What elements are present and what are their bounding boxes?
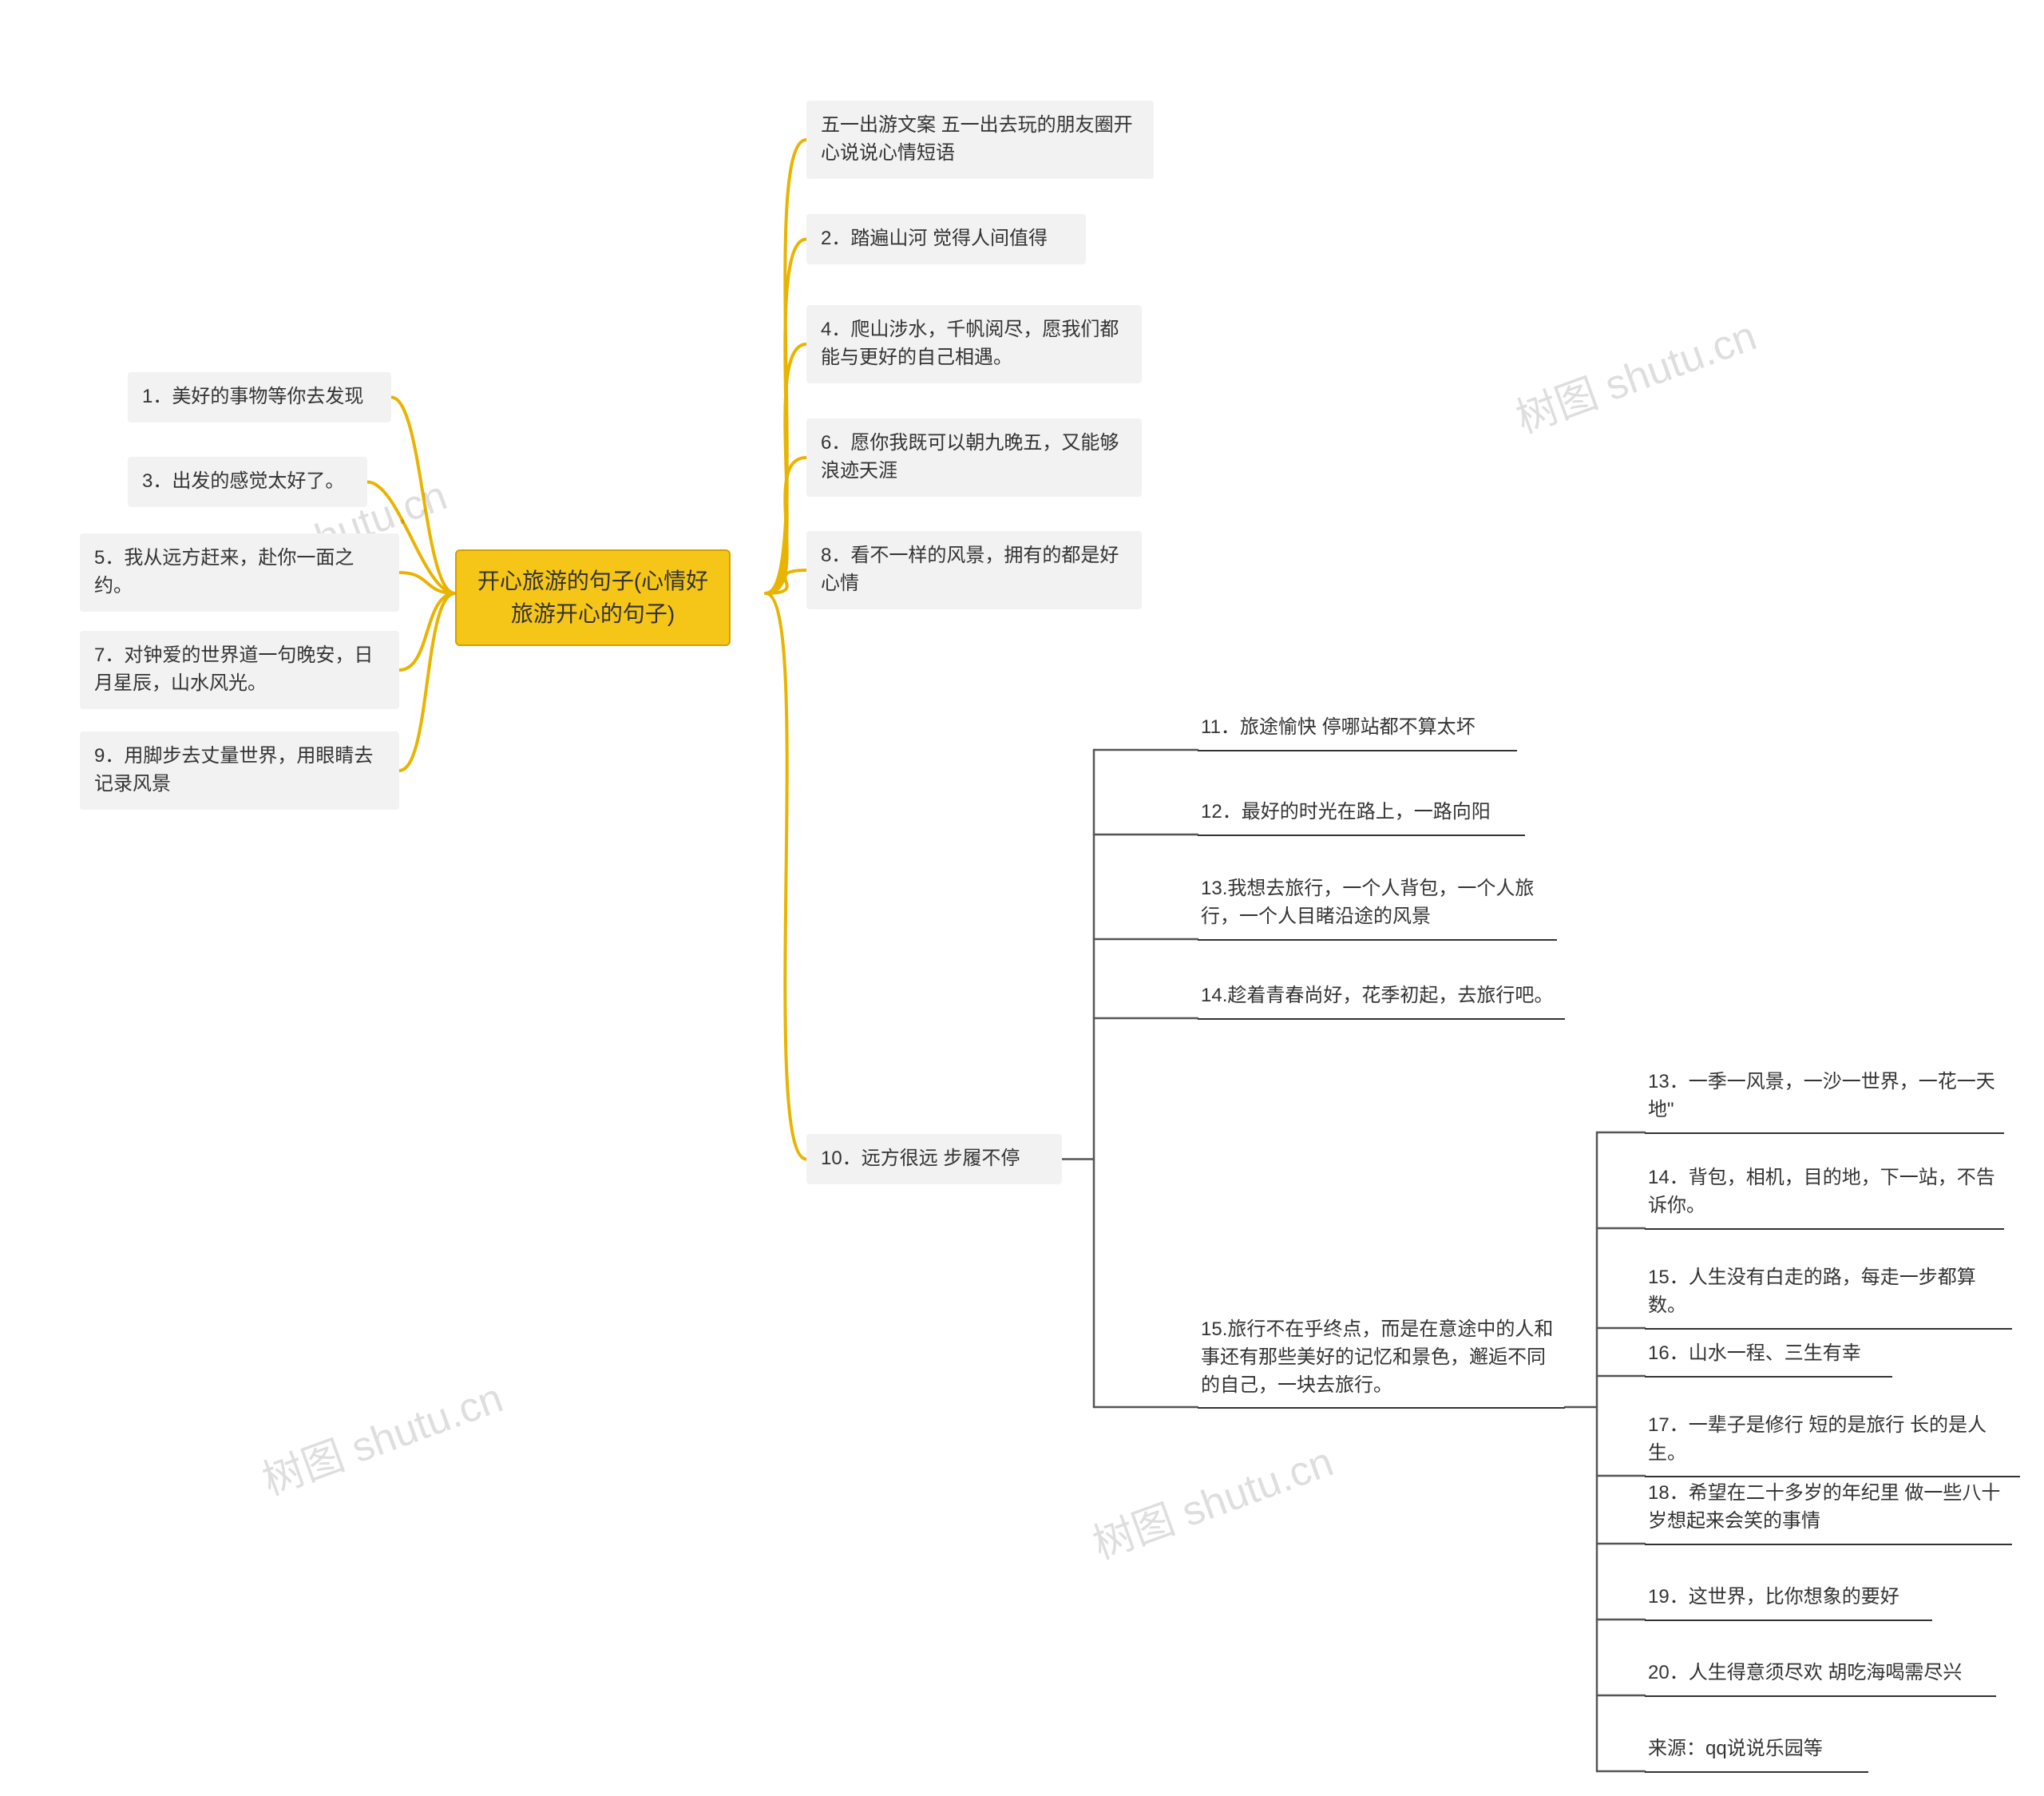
right-node[interactable]: 五一出游文案 五一出去玩的朋友圈开心说说心情短语 xyxy=(806,101,1154,179)
center-node[interactable]: 开心旅游的句子(心情好旅游开心的句子) xyxy=(455,549,731,646)
sub-node[interactable]: 12．最好的时光在路上，一路向阳 xyxy=(1198,792,1525,836)
watermark: 树图 shutu.cn xyxy=(1507,302,1764,444)
right-node[interactable]: 4．爬山涉水，千帆阅尽，愿我们都能与更好的自己相遇。 xyxy=(806,305,1142,383)
sub-node[interactable]: 15.旅行不在乎终点，而是在意途中的人和事还有那些美好的记忆和景色，邂逅不同的自… xyxy=(1198,1310,1565,1409)
leaf-node[interactable]: 18．希望在二十多岁的年纪里 做一些八十岁想起来会笑的事情 xyxy=(1645,1473,2012,1545)
right-node[interactable]: 8．看不一样的风景，拥有的都是好心情 xyxy=(806,531,1142,609)
left-node[interactable]: 7．对钟爱的世界道一句晚安，日月星辰，山水风光。 xyxy=(80,631,399,709)
leaf-node[interactable]: 15．人生没有白走的路，每走一步都算数。 xyxy=(1645,1258,2012,1330)
watermark: 树图 shutu.cn xyxy=(253,1364,510,1506)
leaf-node[interactable]: 16．山水一程、三生有幸 xyxy=(1645,1334,1892,1378)
sub-node[interactable]: 13.我想去旅行，一个人背包，一个人旅行，一个人目睹沿途的风景 xyxy=(1198,869,1557,941)
sub-node[interactable]: 14.趁着青春尚好，花季初起，去旅行吧。 xyxy=(1198,976,1565,1020)
right-node[interactable]: 2．踏遍山河 觉得人间值得 xyxy=(806,214,1086,264)
leaf-node[interactable]: 14．背包，相机，目的地，下一站，不告诉你。 xyxy=(1645,1158,2004,1230)
watermark: 树图 shutu.cn xyxy=(1083,1428,1341,1570)
mindmap-canvas: 树图 shutu.cn 树图 shutu.cn 树图 shutu.cn 树图 s… xyxy=(0,0,2044,1796)
leaf-node[interactable]: 来源：qq说说乐园等 xyxy=(1645,1729,1868,1773)
leaf-node[interactable]: 17．一辈子是修行 短的是旅行 长的是人生。 xyxy=(1645,1405,2020,1477)
left-node[interactable]: 3．出发的感觉太好了。 xyxy=(128,457,367,507)
right-node[interactable]: 10．远方很远 步履不停 xyxy=(806,1134,1062,1184)
leaf-node[interactable]: 13．一季一风景，一沙一世界，一花一天地" xyxy=(1645,1062,2004,1134)
right-node[interactable]: 6．愿你我既可以朝九晚五，又能够浪迹天涯 xyxy=(806,418,1142,497)
leaf-node[interactable]: 20．人生得意须尽欢 胡吃海喝需尽兴 xyxy=(1645,1653,1996,1697)
sub-node[interactable]: 11．旅途愉快 停哪站都不算太坏 xyxy=(1198,708,1517,751)
leaf-node[interactable]: 19．这世界，比你想象的要好 xyxy=(1645,1577,1932,1621)
left-node[interactable]: 5．我从远方赶来，赴你一面之约。 xyxy=(80,533,399,612)
left-node[interactable]: 9．用脚步去丈量世界，用眼睛去记录风景 xyxy=(80,731,399,810)
left-node[interactable]: 1．美好的事物等你去发现 xyxy=(128,372,391,422)
